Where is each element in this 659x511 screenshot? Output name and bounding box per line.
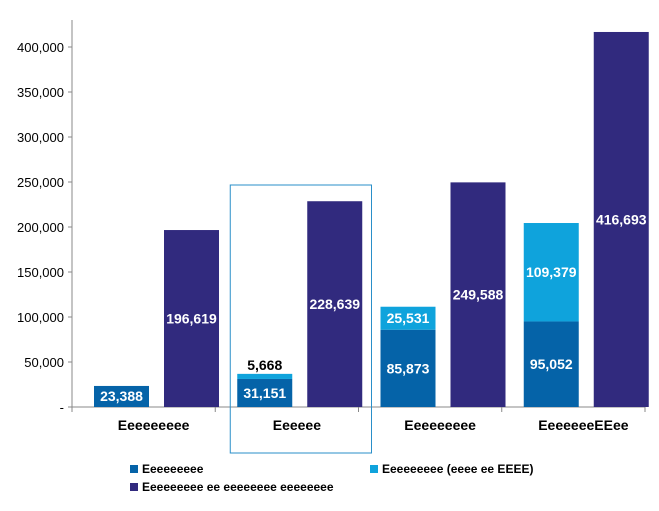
bar-series1 bbox=[380, 329, 436, 407]
bar-series2 bbox=[237, 373, 293, 379]
data-label-series1: 23,388 bbox=[100, 388, 143, 404]
data-label-series1: 95,052 bbox=[530, 356, 573, 372]
data-label-series3: 249,588 bbox=[453, 287, 504, 303]
x-category-label: EeeeeeeEEee bbox=[538, 417, 629, 433]
y-tick-label: 250,000 bbox=[17, 175, 64, 190]
bar-series2 bbox=[523, 223, 579, 322]
bar-series3 bbox=[307, 201, 363, 407]
y-tick-label: - bbox=[60, 400, 64, 415]
data-label-series2: 25,531 bbox=[387, 310, 430, 326]
legend: Eeeeeeeee Eeeeeeeee (eeee ee EEEE) Eeeee… bbox=[130, 462, 650, 502]
legend-label-series1: Eeeeeeeee bbox=[142, 462, 204, 476]
y-tick-label: 100,000 bbox=[17, 310, 64, 325]
data-label-series3: 416,693 bbox=[596, 211, 647, 227]
legend-item-series1: Eeeeeeeee bbox=[130, 462, 203, 476]
bar-series3 bbox=[450, 182, 506, 407]
data-label-series3: 196,619 bbox=[166, 311, 217, 327]
bar-series3 bbox=[593, 31, 649, 408]
bar-series3 bbox=[164, 230, 219, 407]
category-highlight-box bbox=[229, 184, 372, 454]
legend-item-series3: Eeeeeeeee ee eeeeeeee eeeeeeee bbox=[130, 480, 334, 494]
x-category-label: Eeeeeeeee bbox=[404, 417, 476, 433]
data-label-series2: 5,668 bbox=[247, 357, 282, 373]
data-label-series2: 109,379 bbox=[526, 264, 577, 280]
y-tick-label: 400,000 bbox=[17, 40, 64, 55]
y-tick-label: 350,000 bbox=[17, 85, 64, 100]
data-label-series1: 85,873 bbox=[387, 360, 430, 376]
data-label-series1: 31,151 bbox=[243, 385, 286, 401]
x-category-label: Eeeeeeeee bbox=[118, 417, 190, 433]
legend-swatch-series3 bbox=[130, 483, 138, 491]
legend-label-series3: Eeeeeeeee ee eeeeeeee eeeeeeee bbox=[142, 480, 334, 494]
y-tick-label: 200,000 bbox=[17, 220, 64, 235]
bar-series1 bbox=[94, 385, 149, 407]
legend-item-series2: Eeeeeeeee (eeee ee EEEE) bbox=[370, 462, 533, 476]
y-tick-label: 50,000 bbox=[24, 355, 64, 370]
y-tick-label: 150,000 bbox=[17, 265, 64, 280]
bar-series2 bbox=[380, 306, 436, 330]
data-label-series3: 228,639 bbox=[309, 296, 360, 312]
legend-label-series2: Eeeeeeeee (eeee ee EEEE) bbox=[382, 462, 534, 476]
bar-series1 bbox=[237, 378, 293, 407]
bar-series1 bbox=[523, 321, 579, 407]
y-tick-label: 300,000 bbox=[17, 130, 64, 145]
legend-swatch-series2 bbox=[370, 465, 378, 473]
x-category-label: Eeeeee bbox=[273, 417, 321, 433]
legend-swatch-series1 bbox=[130, 465, 138, 473]
